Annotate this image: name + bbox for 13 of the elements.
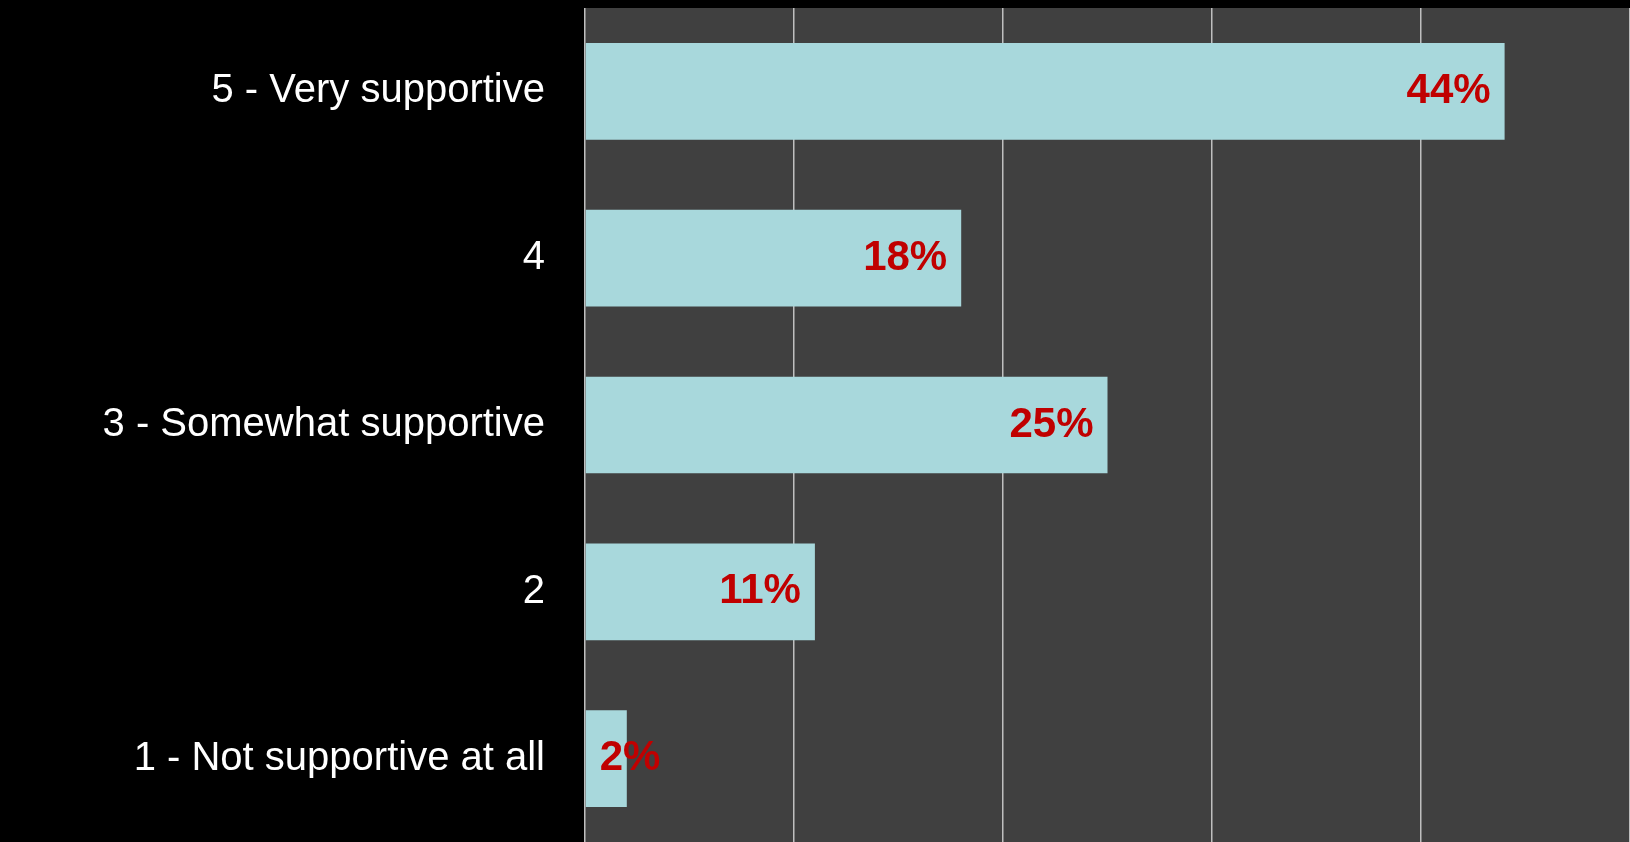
data-label: 25%: [1009, 398, 1094, 446]
bar: [585, 376, 1108, 474]
bar: [585, 543, 815, 641]
data-label: 11%: [719, 565, 801, 613]
bar: [585, 43, 1505, 140]
y-tick-label: 2: [522, 566, 545, 611]
data-label: 18%: [863, 231, 948, 279]
y-tick-label: 3 - Somewhat supportive: [102, 400, 545, 445]
y-tick-label: 5 - Very supportive: [211, 66, 545, 111]
bar: [585, 209, 962, 307]
y-tick-label: 1 - Not supportive at all: [133, 733, 545, 778]
data-label: 44%: [1406, 64, 1491, 112]
y-tick-label: 4: [522, 233, 545, 278]
